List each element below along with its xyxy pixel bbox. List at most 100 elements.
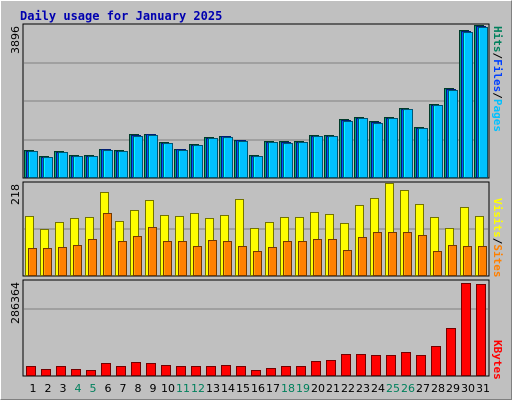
bar-body <box>103 213 112 276</box>
bar-body <box>403 109 413 178</box>
bar-sites-day-12 <box>193 246 202 276</box>
legend-sites: Sites <box>491 244 504 277</box>
bar-sites-day-20 <box>313 239 322 276</box>
panel-3-bars <box>26 283 486 376</box>
panel-1-bars <box>24 25 488 178</box>
bar-kbytes-day-27 <box>416 355 426 376</box>
bar-body <box>328 239 337 276</box>
panel-3-box <box>22 279 490 377</box>
bar-sites-day-14 <box>223 241 232 276</box>
bar-body <box>28 248 37 276</box>
bar-body <box>176 366 186 376</box>
bar-sites-day-5 <box>88 239 97 276</box>
bar-body <box>236 366 246 376</box>
bar-pages-day-18 <box>283 143 293 178</box>
bar-body <box>446 328 456 376</box>
bar-body <box>433 251 442 276</box>
day-label-14: 14 <box>221 382 235 395</box>
bar-kbytes-day-18 <box>281 366 291 376</box>
bar-body <box>131 362 141 376</box>
bar-pages-day-31 <box>478 27 488 178</box>
bar-body <box>208 240 217 276</box>
day-label-3: 3 <box>60 382 67 395</box>
bar-sites-day-8 <box>133 236 142 276</box>
bar-pages-day-3 <box>58 152 68 178</box>
bar-body <box>373 232 382 276</box>
bar-kbytes-day-12 <box>191 366 201 376</box>
bar-kbytes-day-9 <box>146 363 156 376</box>
bar-body <box>266 368 276 376</box>
bar-pages-day-9 <box>148 135 158 178</box>
day-label-30: 30 <box>461 382 475 395</box>
bar-body <box>146 363 156 376</box>
bar-body <box>88 239 97 276</box>
bar-kbytes-day-20 <box>311 361 321 376</box>
bar-kbytes-day-11 <box>176 366 186 376</box>
day-label-28: 28 <box>431 382 445 395</box>
bar-kbytes-day-30 <box>461 283 471 376</box>
bar-pages-day-17 <box>268 142 278 178</box>
legend-pages: Pages <box>491 99 504 132</box>
bar-body <box>371 355 381 376</box>
bar-body <box>116 366 126 376</box>
bar-body <box>133 136 143 178</box>
bar-body <box>103 150 113 178</box>
bar-pages-day-12 <box>193 145 203 178</box>
bar-body <box>178 150 188 178</box>
bar-pages-day-6 <box>103 150 113 178</box>
day-label-26: 26 <box>401 382 415 395</box>
bar-body <box>43 157 53 178</box>
bar-body <box>296 366 306 376</box>
bar-body <box>133 236 142 276</box>
bar-body <box>101 363 111 376</box>
bar-body <box>358 118 368 178</box>
bar-body <box>341 354 351 376</box>
bar-body <box>386 355 396 376</box>
bar-body <box>148 135 158 178</box>
bar-body <box>356 354 366 376</box>
bar-pages-day-10 <box>163 143 173 178</box>
bar-sites-day-10 <box>163 241 172 276</box>
bar-sites-day-11 <box>178 241 187 276</box>
legend-files: Files <box>491 59 504 92</box>
day-label-21: 21 <box>326 382 340 395</box>
bar-pages-day-30 <box>463 32 473 178</box>
bar-body <box>56 366 66 376</box>
bar-kbytes-day-24 <box>371 355 381 376</box>
bar-sites-day-30 <box>463 246 472 276</box>
panel-hits-files-pages: 3896 Hits/Files/Pages <box>9 23 504 179</box>
bar-body <box>118 151 128 178</box>
day-label-11: 11 <box>176 382 190 395</box>
day-label-8: 8 <box>135 382 142 395</box>
bar-kbytes-day-3 <box>56 366 66 376</box>
day-label-12: 12 <box>191 382 205 395</box>
bar-pages-day-29 <box>448 90 458 178</box>
bar-kbytes-day-14 <box>221 365 231 376</box>
bar-body <box>86 370 96 376</box>
bar-body <box>358 237 367 276</box>
day-label-22: 22 <box>341 382 355 395</box>
bar-pages-day-16 <box>253 156 263 178</box>
bar-body <box>73 245 82 276</box>
day-label-10: 10 <box>161 382 175 395</box>
bar-sites-day-31 <box>478 246 487 276</box>
bar-kbytes-day-29 <box>446 328 456 376</box>
bar-pages-day-28 <box>433 105 443 178</box>
bar-body <box>388 118 398 178</box>
bar-kbytes-day-28 <box>431 346 441 376</box>
bar-body <box>193 246 202 276</box>
day-label-15: 15 <box>236 382 250 395</box>
bar-body <box>163 143 173 178</box>
bar-pages-day-27 <box>418 128 428 178</box>
bar-body <box>238 246 247 276</box>
bar-sites-day-23 <box>358 237 367 276</box>
bar-sites-day-15 <box>238 246 247 276</box>
bar-kbytes-day-16 <box>251 370 261 376</box>
bar-body <box>388 232 397 276</box>
day-label-4: 4 <box>75 382 82 395</box>
bar-body <box>478 27 488 178</box>
bar-body <box>26 366 36 376</box>
bar-kbytes-day-25 <box>386 355 396 376</box>
bar-kbytes-day-7 <box>116 366 126 376</box>
